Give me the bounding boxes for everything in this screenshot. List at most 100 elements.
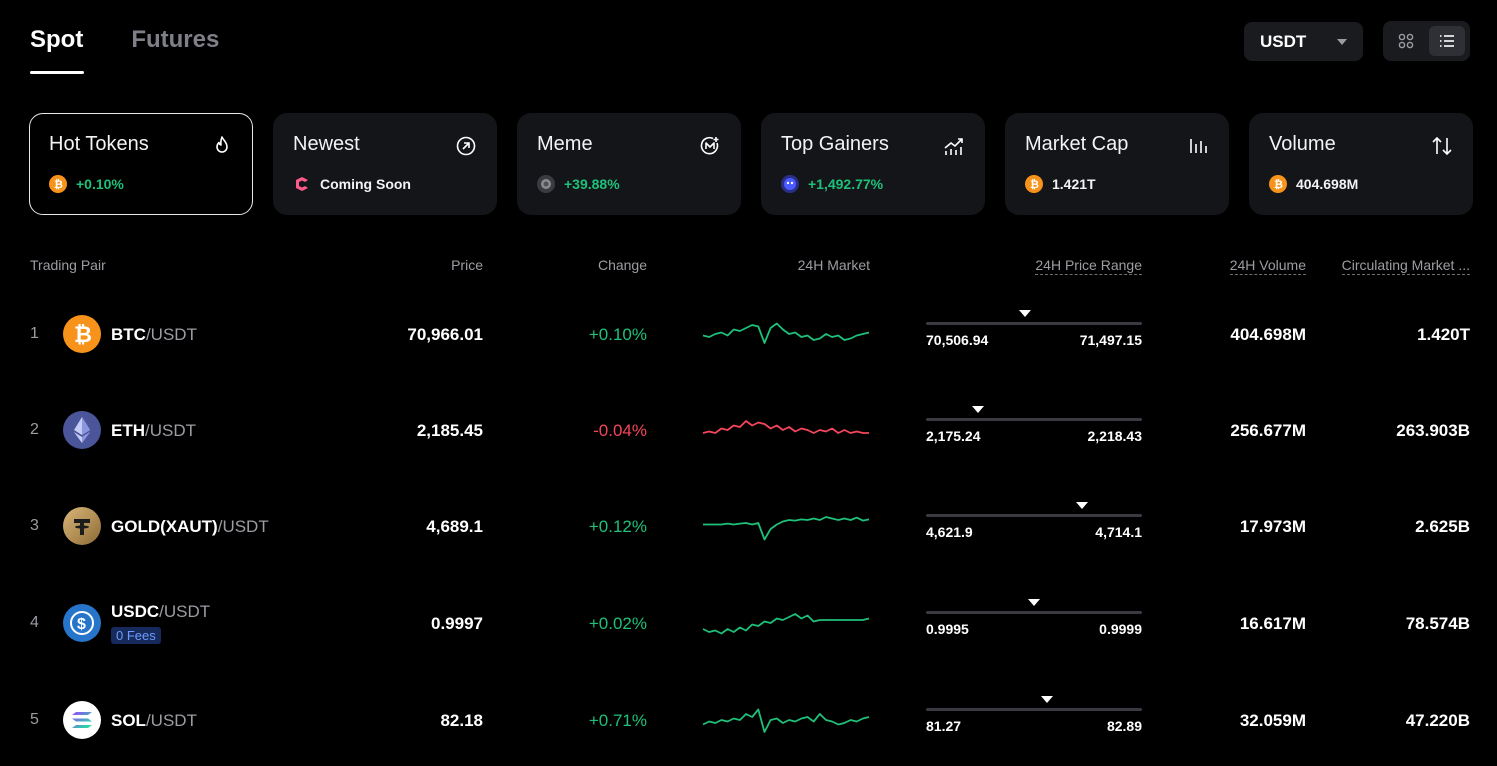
meme-token-icon <box>537 175 555 193</box>
card-title: Hot Tokens <box>49 133 149 155</box>
bitcoin-icon: ₿ <box>1025 175 1043 193</box>
card-value: 1.421T <box>1052 176 1096 192</box>
trading-pair: USDC/USDT <box>111 602 210 622</box>
card-meme[interactable]: Meme +39.88% <box>517 113 741 215</box>
bars-icon <box>1187 135 1209 157</box>
row-rank: 2 <box>30 421 39 438</box>
view-toggle <box>1383 21 1470 61</box>
trading-pair: SOL/USDT <box>111 711 197 731</box>
quote-symbol: /USDT <box>217 517 269 536</box>
range-bar <box>926 514 1142 517</box>
trading-pair: GOLD(XAUT)/USDT <box>111 517 269 537</box>
card-value: +39.88% <box>564 176 620 192</box>
list-view-button[interactable] <box>1428 26 1465 56</box>
change: +0.02% <box>588 614 647 633</box>
header-change[interactable]: Change <box>597 257 647 273</box>
row-rank: 5 <box>30 711 39 728</box>
price-range: 70,506.94 71,497.15 <box>926 310 1142 350</box>
sparkline-path <box>702 420 869 434</box>
market-cap: 2.625B <box>1415 517 1470 536</box>
sparkline <box>702 708 870 733</box>
base-symbol: USDC <box>111 602 160 621</box>
quote-symbol: /USDT <box>145 325 197 344</box>
meme-badge-icon <box>699 135 721 157</box>
price: 4,689.1 <box>426 517 483 536</box>
range-high: 2,218.43 <box>1087 428 1143 444</box>
price: 82.18 <box>440 711 483 730</box>
card-value: +0.10% <box>76 176 124 192</box>
currency-select[interactable]: USDT <box>1244 22 1363 61</box>
zero-fees-badge: 0 Fees <box>111 627 161 644</box>
range-low: 0.9995 <box>926 621 969 637</box>
range-marker <box>971 406 984 413</box>
range-marker <box>1028 599 1040 606</box>
range-marker <box>1041 696 1053 703</box>
table-row[interactable]: 2 ETH/USDT 2,185.45 -0.04% 2,175.24 2,21… <box>0 381 1497 477</box>
card-top-gainers[interactable]: Top Gainers +1,492.77% <box>761 113 985 215</box>
arrow-up-right-circle-icon <box>455 135 477 157</box>
base-symbol: ETH <box>111 421 145 440</box>
quote-symbol: /USDT <box>145 421 196 440</box>
market-cap: 1.420T <box>1417 325 1470 344</box>
price: 2,185.45 <box>416 421 483 440</box>
range-bar <box>926 611 1142 614</box>
price: 70,966.01 <box>407 325 483 344</box>
trading-pair: ETH/USDT <box>111 421 196 441</box>
change: +0.10% <box>588 325 647 344</box>
sparkline <box>703 516 870 541</box>
usdc-icon: $ <box>63 604 101 642</box>
gainer-token-icon <box>781 175 799 193</box>
volume: 404.698M <box>1230 325 1306 344</box>
row-rank: 4 <box>30 614 39 631</box>
base-symbol: BTC <box>111 325 146 344</box>
bitcoin-icon: ₿ <box>1269 175 1287 193</box>
base-symbol: SOL <box>111 711 146 730</box>
header-24h-market: 24H Market <box>797 257 870 273</box>
table-row[interactable]: 5 SOL/USDT 82.18 +0.71% 81.27 82.89 32.0… <box>0 670 1497 766</box>
sparkline-path <box>703 516 870 541</box>
header-price-range[interactable]: 24H Price Range <box>1035 257 1142 275</box>
card-market-cap[interactable]: Market Cap ₿ 1.421T <box>1005 113 1229 215</box>
volume: 16.617M <box>1239 614 1306 633</box>
card-hot-tokens[interactable]: Hot Tokens ₿ +0.10% <box>29 113 253 215</box>
card-title: Top Gainers <box>781 133 889 155</box>
sparkline-path <box>702 708 870 733</box>
sparkline-path <box>702 322 870 344</box>
range-high: 4,714.1 <box>1095 524 1142 540</box>
header-market-cap[interactable]: Circulating Market ... <box>1341 257 1470 275</box>
change: -0.04% <box>593 421 647 440</box>
card-newest[interactable]: Newest Coming Soon <box>273 113 497 215</box>
price: 0.9997 <box>431 614 483 633</box>
range-bar <box>926 322 1142 325</box>
table-row[interactable]: 1 ₿ BTC/USDT 70,966.01 +0.10% 70,506.94 … <box>0 285 1497 381</box>
change: +0.12% <box>588 517 647 536</box>
sparkline <box>702 420 869 434</box>
card-title: Volume <box>1269 133 1336 155</box>
grid-view-button[interactable] <box>1388 26 1425 56</box>
card-value: Coming Soon <box>320 176 411 192</box>
range-high: 82.89 <box>1106 718 1142 734</box>
market-cap: 47.220B <box>1405 711 1470 730</box>
price-range: 4,621.9 4,714.1 <box>926 502 1142 542</box>
tab-spot[interactable]: Spot <box>30 26 85 74</box>
table-row[interactable]: 3 GOLD(XAUT)/USDT 4,689.1 +0.12% 4,621.9… <box>0 477 1497 573</box>
header-price[interactable]: Price <box>451 257 483 273</box>
sparkline <box>702 613 870 635</box>
table-header: Trading Pair Price Change 24H Market 24H… <box>30 257 1470 277</box>
range-low: 4,621.9 <box>926 524 973 540</box>
sort-arrows-icon <box>1431 135 1453 157</box>
card-value: 404.698M <box>1296 176 1359 192</box>
tether-gold-icon <box>63 507 101 545</box>
tab-futures[interactable]: Futures <box>131 26 220 53</box>
header-volume[interactable]: 24H Volume <box>1229 257 1306 275</box>
range-low: 2,175.24 <box>926 428 981 444</box>
table-row[interactable]: 4 $ USDC/USDT 0 Fees 0.9997 +0.02% 0.999… <box>0 573 1497 669</box>
currency-value: USDT <box>1260 31 1307 51</box>
bitcoin-icon: ₿ <box>49 175 67 193</box>
row-rank: 3 <box>30 517 39 534</box>
header-trading-pair: Trading Pair <box>30 257 106 273</box>
solana-icon <box>63 701 101 739</box>
volume: 32.059M <box>1239 711 1306 730</box>
card-volume[interactable]: Volume ₿ 404.698M <box>1249 113 1473 215</box>
category-cards: Hot Tokens ₿ +0.10% Newest Coming Soon M… <box>29 113 1473 215</box>
